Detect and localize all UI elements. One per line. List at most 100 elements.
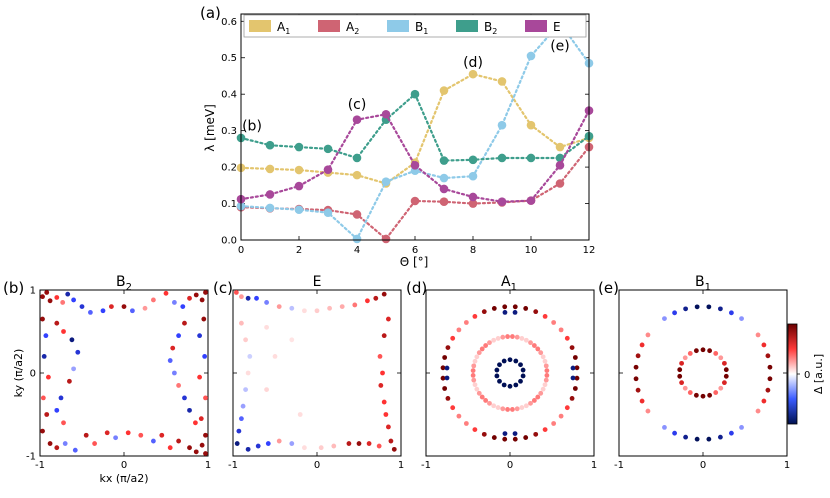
gap-point <box>520 367 526 373</box>
x-tick-label: 8 <box>470 245 476 256</box>
gap-point <box>479 346 485 352</box>
gap-point <box>491 403 497 409</box>
gap-point <box>67 378 72 384</box>
gap-point <box>444 365 450 371</box>
gap-point <box>694 436 700 442</box>
panel-b-ylabel: ky (π/a2) <box>12 349 25 398</box>
gap-point <box>264 300 269 305</box>
gap-point <box>193 292 199 298</box>
gap-point <box>544 368 550 374</box>
y-tick-label: 0 <box>30 369 36 380</box>
gap-point <box>683 306 689 312</box>
gap-point <box>765 353 771 359</box>
gap-point <box>523 306 529 311</box>
point-A2 <box>439 197 449 207</box>
gap-point <box>543 363 549 369</box>
gap-point <box>501 382 507 388</box>
point-B1 <box>468 171 478 181</box>
gap-point <box>202 354 208 359</box>
gap-point <box>276 438 282 444</box>
point-E <box>526 196 536 205</box>
gap-point <box>538 390 544 396</box>
legend-swatch-A2 <box>318 20 340 32</box>
gap-point <box>199 442 205 448</box>
colorbar-tick-label: 0 <box>804 370 810 381</box>
gap-point <box>167 445 173 451</box>
gap-point <box>243 337 249 343</box>
gap-point <box>487 400 492 406</box>
gap-point <box>544 372 550 378</box>
y-tick-label: 0.2 <box>221 163 237 174</box>
gap-point <box>635 387 641 393</box>
gap-point <box>679 380 685 386</box>
gap-point <box>201 316 207 322</box>
gap-point <box>187 407 192 413</box>
gap-point <box>512 310 518 315</box>
gap-point <box>481 431 487 437</box>
gap-point <box>472 358 478 364</box>
panel-a-marks: 0 2 4 6 8 10 12 0.0 0.1 0.2 0.3 0.4 0.5 0.6 (b) (c) (d) (… <box>221 14 595 256</box>
y-tick-label: 0.0 <box>221 236 237 247</box>
gap-point <box>388 438 394 444</box>
legend-label-B2: B2 <box>484 20 497 36</box>
panel-a: (a) 0 2 4 6 8 10 12 0.0 0.1 0.2 0.3 0.4 0.5 0.6 (b) (c)… <box>200 4 595 269</box>
gap-point <box>167 358 173 363</box>
gap-point <box>687 351 693 356</box>
gap-point <box>551 320 557 325</box>
gap-point <box>662 316 667 322</box>
gap-point <box>570 365 576 371</box>
panel-a-frame <box>240 13 590 241</box>
gap-point <box>542 427 548 433</box>
point-B1 <box>294 205 304 215</box>
gap-point <box>203 451 208 456</box>
point-E <box>352 115 362 125</box>
gap-point <box>693 348 699 354</box>
gap-point <box>569 345 575 350</box>
gap-point <box>542 358 548 364</box>
gap-point <box>672 430 677 436</box>
gap-point <box>62 441 68 446</box>
point-B2 <box>323 144 333 154</box>
y-tick-label: -1 <box>26 452 36 463</box>
gap-point <box>739 424 744 430</box>
gap-point <box>456 413 462 419</box>
gap-point <box>558 327 564 333</box>
gap-point <box>44 290 50 295</box>
point-A1 <box>526 120 536 130</box>
gap-point <box>683 434 689 440</box>
gap-point <box>272 354 278 359</box>
gap-point <box>507 357 513 363</box>
point-A1 <box>352 170 362 180</box>
x-tick-label: 1 <box>398 460 404 471</box>
gap-point <box>254 295 259 301</box>
point-B2 <box>468 155 478 165</box>
gap-point <box>761 398 767 404</box>
gap-point <box>377 354 383 359</box>
gap-point <box>331 443 337 449</box>
gap-point <box>679 360 685 366</box>
gap-point <box>693 392 699 398</box>
gap-point <box>69 337 75 343</box>
annotation: (d) <box>463 55 483 71</box>
gap-point <box>289 441 295 446</box>
gap-point <box>721 380 727 386</box>
gap-point <box>653 323 658 329</box>
gap-point <box>507 383 513 389</box>
gap-point <box>721 360 727 366</box>
gap-point <box>718 355 724 361</box>
gap-point <box>728 430 734 436</box>
gap-point <box>717 306 723 312</box>
gap-point <box>54 320 60 326</box>
gap-point <box>239 416 244 422</box>
gap-point <box>483 398 489 403</box>
gap-point <box>440 375 446 381</box>
point-B2 <box>439 156 449 165</box>
point-E <box>265 190 275 199</box>
gap-point <box>54 407 60 413</box>
gap-point <box>463 320 469 325</box>
gap-point <box>44 412 50 417</box>
point-E <box>468 192 478 202</box>
gap-point <box>236 428 242 434</box>
gap-point <box>542 382 548 388</box>
gap-point <box>172 370 177 376</box>
